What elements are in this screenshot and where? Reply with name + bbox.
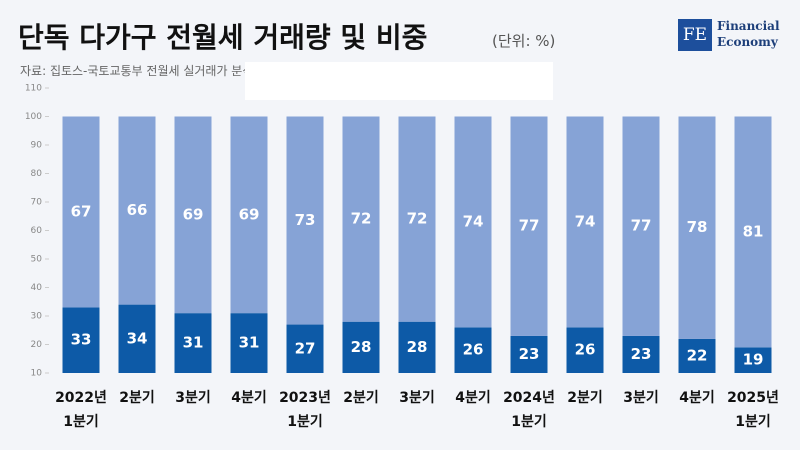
bar-segment xyxy=(174,313,212,373)
bar-segment xyxy=(286,324,324,373)
bar-segment xyxy=(454,327,492,373)
chart-title: 단독 다가구 전월세 거래량 및 비중 xyxy=(18,21,428,54)
logo-mark: FE xyxy=(678,19,712,51)
data-label: 74 xyxy=(575,212,596,230)
y-tick-label: 30 xyxy=(31,312,43,322)
bar-segment xyxy=(622,335,660,373)
x-tick-label: 2025년 1분기 xyxy=(727,390,779,430)
logo-text: Financial xyxy=(717,19,780,33)
x-tick-label: 3분기 xyxy=(175,390,211,406)
legend-box xyxy=(245,62,553,100)
bar-segment xyxy=(566,327,604,373)
data-label: 69 xyxy=(183,205,204,223)
data-label: 72 xyxy=(351,210,372,228)
data-label: 26 xyxy=(463,341,484,359)
y-tick-label: 20 xyxy=(31,340,43,350)
data-label: 23 xyxy=(631,345,652,363)
bar-segment xyxy=(454,116,492,328)
data-label: 78 xyxy=(687,218,708,236)
data-label: 19 xyxy=(743,351,764,369)
x-tick-label: 4분기 xyxy=(679,390,715,406)
bar-segment xyxy=(510,116,548,336)
bar-segment xyxy=(510,335,548,373)
data-label: 31 xyxy=(239,334,260,352)
data-label: 77 xyxy=(519,217,540,235)
bar-segment xyxy=(174,116,212,314)
data-label: 31 xyxy=(183,334,204,352)
x-tick-label: 4분기 xyxy=(455,390,491,406)
x-tick-label: 2분기 xyxy=(119,390,155,406)
bar-segment xyxy=(230,313,268,373)
bar-segment xyxy=(678,338,716,373)
data-label: 67 xyxy=(71,202,92,220)
y-tick-label: 40 xyxy=(31,283,43,293)
x-tick-label: 3분기 xyxy=(623,390,659,406)
bar-segment xyxy=(342,321,380,373)
x-tick-label: 2023년 1분기 xyxy=(279,390,331,430)
bar-segment xyxy=(62,307,100,373)
bar-segment xyxy=(734,347,772,373)
bar-segment xyxy=(678,116,716,339)
bar-segment xyxy=(398,321,436,373)
data-label: 27 xyxy=(295,339,316,357)
y-tick-label: 10 xyxy=(31,369,43,379)
chart-subtitle: (단위: %) xyxy=(492,32,556,50)
data-label: 22 xyxy=(687,346,708,364)
bar-segment xyxy=(622,116,660,336)
data-label: 77 xyxy=(631,217,652,235)
data-label: 34 xyxy=(127,329,148,347)
bar-segment xyxy=(118,116,156,305)
bar-segment xyxy=(566,116,604,328)
data-label: 72 xyxy=(407,210,428,228)
data-label: 66 xyxy=(127,201,148,219)
x-tick-label: 4분기 xyxy=(231,390,267,406)
bar-segment xyxy=(118,304,156,373)
bar-segment xyxy=(398,116,436,322)
x-tick-label: 2024년 1분기 xyxy=(503,390,555,430)
data-label: 69 xyxy=(239,205,260,223)
logo-text: Economy xyxy=(717,35,778,49)
x-tick-label: 2022년 1분기 xyxy=(55,390,107,430)
bar-segment xyxy=(734,116,772,348)
x-tick-label: 2분기 xyxy=(567,390,603,406)
bar-segment xyxy=(342,116,380,322)
y-tick-label: 50 xyxy=(31,255,43,265)
y-tick-label: 90 xyxy=(31,141,43,151)
data-label: 23 xyxy=(519,345,540,363)
source: 자료: 집토스-국토교통부 전월세 실거래가 분석 xyxy=(20,64,254,78)
bar-segment xyxy=(230,116,268,314)
data-label: 28 xyxy=(407,338,428,356)
data-label: 26 xyxy=(575,341,596,359)
data-label: 28 xyxy=(351,338,372,356)
y-tick-label: 80 xyxy=(31,169,43,179)
data-label: 73 xyxy=(295,211,316,229)
y-tick-label: 70 xyxy=(31,198,43,208)
data-label: 33 xyxy=(71,331,92,349)
y-tick-label: 100 xyxy=(25,112,42,122)
x-tick-label: 3분기 xyxy=(399,390,435,406)
data-label: 81 xyxy=(743,222,764,240)
data-label: 74 xyxy=(463,212,484,230)
y-tick-label: 60 xyxy=(31,226,43,236)
x-tick-label: 2분기 xyxy=(343,390,379,406)
bar-segment xyxy=(286,116,324,325)
bar-segment xyxy=(62,116,100,308)
y-tick-label: 110 xyxy=(25,84,42,94)
